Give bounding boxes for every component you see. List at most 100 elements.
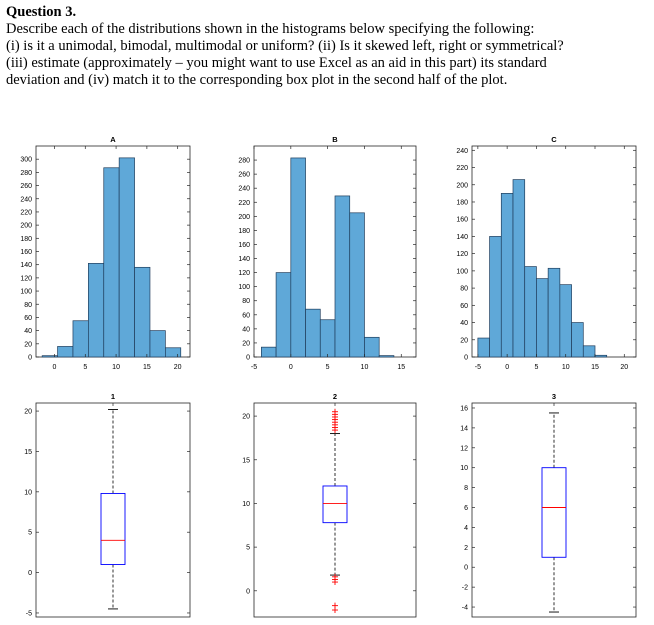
question-title: Question 3. <box>6 4 77 20</box>
histogram-panel <box>471 145 637 358</box>
histogram-bar <box>536 278 549 358</box>
y-tick-label: 240 <box>238 186 250 193</box>
histogram-bar <box>118 157 135 358</box>
y-tick-label: 220 <box>456 165 468 172</box>
histogram-bar <box>582 345 596 358</box>
x-tick-label: 5 <box>326 364 330 371</box>
y-tick-label: 60 <box>24 315 32 322</box>
histogram-bar <box>165 347 182 358</box>
histogram-bar <box>72 320 89 358</box>
x-tick-label: 15 <box>591 364 599 371</box>
y-tick-label: 15 <box>242 457 250 464</box>
y-tick-label: 140 <box>238 256 250 263</box>
box-iqr <box>322 485 348 524</box>
y-tick-label: 200 <box>238 214 250 221</box>
x-tick-label: 20 <box>620 364 628 371</box>
histogram-bar <box>378 355 395 358</box>
y-tick-label: -4 <box>462 605 468 612</box>
y-tick-label: 16 <box>460 405 468 412</box>
boxplot-panel <box>35 402 191 618</box>
y-tick-label: 220 <box>238 200 250 207</box>
box-iqr <box>100 492 126 565</box>
y-tick-label: 0 <box>464 565 468 572</box>
question-line: Describe each of the distributions shown… <box>6 21 535 37</box>
y-tick-label: 20 <box>242 414 250 421</box>
histogram-bar <box>261 346 277 358</box>
y-tick-label: 160 <box>238 242 250 249</box>
y-tick-label: 80 <box>24 302 32 309</box>
y-tick-label: 2 <box>464 545 468 552</box>
y-tick-label: 0 <box>28 355 32 362</box>
y-tick-label: 240 <box>456 148 468 155</box>
y-tick-label: 100 <box>456 268 468 275</box>
x-tick-label: 0 <box>53 364 57 371</box>
y-tick-label: 140 <box>456 234 468 241</box>
y-tick-label: 4 <box>464 525 468 532</box>
y-tick-label: -5 <box>26 610 32 617</box>
boxplot-panel <box>471 402 637 618</box>
histogram-bar <box>149 330 166 358</box>
y-tick-label: 12 <box>460 445 468 452</box>
chart-title: A <box>110 135 116 144</box>
x-tick-label: 15 <box>397 364 405 371</box>
y-tick-label: 240 <box>20 196 32 203</box>
histogram-bar <box>57 346 74 358</box>
x-tick-label: 10 <box>112 364 120 371</box>
y-tick-label: 40 <box>460 320 468 327</box>
x-tick-label: 20 <box>174 364 182 371</box>
y-tick-label: 0 <box>28 570 32 577</box>
y-tick-label: 10 <box>242 501 250 508</box>
x-tick-label: 5 <box>534 364 538 371</box>
y-tick-label: 180 <box>20 236 32 243</box>
y-tick-label: 120 <box>456 251 468 258</box>
y-tick-label: 220 <box>20 209 32 216</box>
y-tick-label: 120 <box>20 275 32 282</box>
histogram-bar <box>571 322 584 358</box>
x-tick-label: 5 <box>83 364 87 371</box>
histogram-bar <box>319 319 336 358</box>
y-tick-label: 200 <box>456 182 468 189</box>
y-tick-label: 260 <box>238 172 250 179</box>
y-tick-label: 0 <box>246 588 250 595</box>
chart-title: 3 <box>552 392 556 401</box>
histogram-bar <box>275 272 292 358</box>
chart-title: 1 <box>111 392 115 401</box>
chart-title: 2 <box>333 392 337 401</box>
y-tick-label: 0 <box>246 355 250 362</box>
histogram-bar <box>524 266 537 358</box>
y-tick-label: 10 <box>460 465 468 472</box>
x-tick-label: 0 <box>505 364 509 371</box>
histogram-bar <box>364 336 380 358</box>
histogram-bar <box>88 263 105 358</box>
histogram-panel <box>253 145 417 358</box>
y-tick-label: 6 <box>464 505 468 512</box>
y-tick-label: 120 <box>238 270 250 277</box>
histogram-bar <box>334 195 351 358</box>
y-tick-label: 60 <box>242 312 250 319</box>
histogram-bar <box>547 267 561 358</box>
histogram-bar <box>559 284 572 358</box>
y-tick-label: 0 <box>464 355 468 362</box>
chart-title: C <box>551 135 557 144</box>
histogram-bar <box>134 266 151 358</box>
y-tick-label: 14 <box>460 425 468 432</box>
y-tick-label: 280 <box>238 158 250 165</box>
y-tick-label: 160 <box>20 249 32 256</box>
x-tick-label: 10 <box>562 364 570 371</box>
y-tick-label: 5 <box>246 545 250 552</box>
y-tick-label: 80 <box>460 286 468 293</box>
y-tick-label: 20 <box>24 409 32 416</box>
y-tick-label: 180 <box>238 228 250 235</box>
question-line: (iii) estimate (approximately – you migh… <box>6 55 547 71</box>
question-line: deviation and (iv) match it to the corre… <box>6 72 508 88</box>
histogram-bar <box>500 193 514 358</box>
y-tick-label: 80 <box>242 298 250 305</box>
histogram-panel <box>35 145 191 358</box>
y-tick-label: 180 <box>456 199 468 206</box>
y-tick-label: 20 <box>24 341 32 348</box>
y-tick-label: 100 <box>20 289 32 296</box>
boxplot-panel <box>253 402 417 618</box>
y-tick-label: 10 <box>24 489 32 496</box>
y-tick-label: 160 <box>456 217 468 224</box>
